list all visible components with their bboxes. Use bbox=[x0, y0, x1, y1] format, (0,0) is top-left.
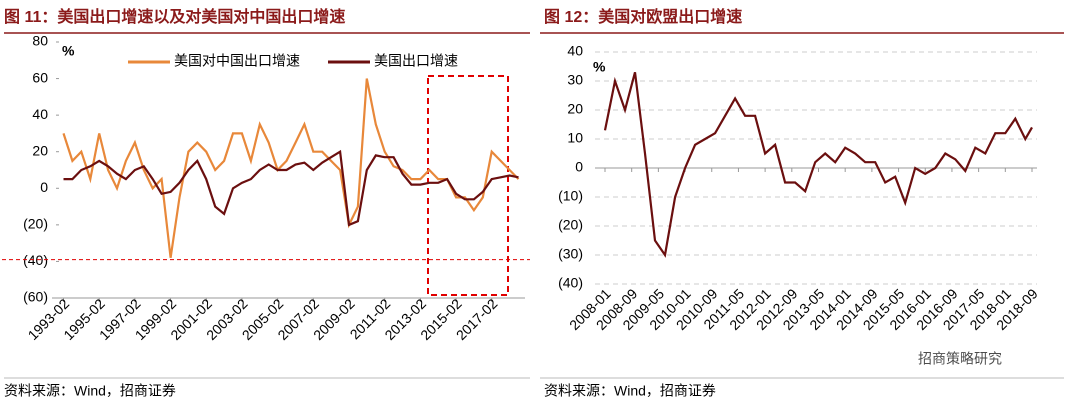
y-tick-label: 40 bbox=[567, 43, 583, 59]
series-line bbox=[62, 78, 520, 258]
y-tick-label: (30) bbox=[558, 246, 583, 262]
y-tick-label: (40) bbox=[23, 252, 48, 268]
y-tick-label: (60) bbox=[23, 289, 48, 305]
legend-label: 美国出口增速 bbox=[374, 53, 458, 69]
y-tick-label: (20) bbox=[558, 217, 583, 233]
chart-title: 图 12：美国对欧盟出口增速 bbox=[544, 7, 742, 26]
y-tick-label: (40) bbox=[558, 275, 583, 291]
watermark: 招商策略研究 bbox=[918, 351, 1002, 367]
y-tick-label: (10) bbox=[558, 188, 583, 204]
source-note: 资料来源：Wind，招商证券 bbox=[544, 383, 716, 399]
series-line bbox=[603, 72, 1033, 258]
y-tick-label: 20 bbox=[567, 101, 583, 117]
series-line bbox=[63, 149, 519, 227]
legend-label: 美国对中国出口增速 bbox=[174, 53, 300, 69]
source-note: 资料来源：Wind，招商证券 bbox=[4, 383, 176, 399]
y-tick-label: 80 bbox=[32, 33, 48, 49]
y-tick-label: 0 bbox=[40, 179, 48, 195]
y-tick-label: 30 bbox=[567, 72, 583, 88]
y-tick-label: (20) bbox=[23, 216, 48, 232]
y-unit: % bbox=[62, 43, 75, 59]
chart-title: 图 11：美国出口增速以及对美国对中国出口增速 bbox=[4, 7, 345, 26]
highlight-box bbox=[427, 75, 509, 296]
y-tick-label: 0 bbox=[575, 159, 583, 175]
y-tick-label: 20 bbox=[32, 142, 48, 158]
y-tick-label: 60 bbox=[32, 69, 48, 85]
y-tick-label: 10 bbox=[567, 130, 583, 146]
y-unit: % bbox=[593, 59, 606, 75]
y-tick-label: 40 bbox=[32, 106, 48, 122]
